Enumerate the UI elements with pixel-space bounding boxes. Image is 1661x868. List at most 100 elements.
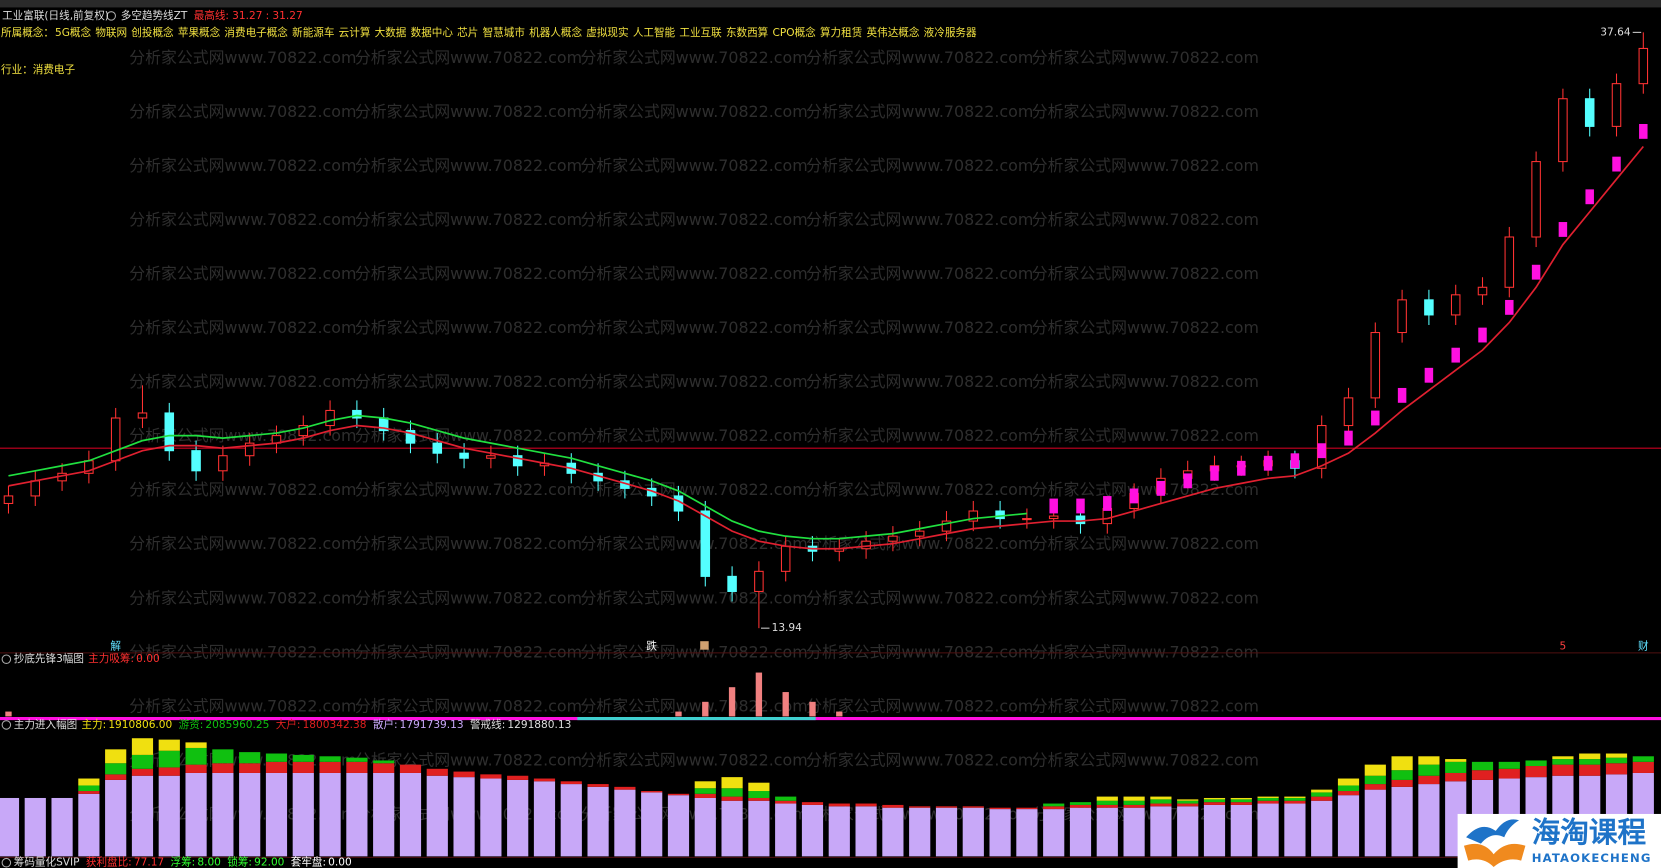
- stacked-bar: [694, 788, 716, 794]
- stacked-bar: [292, 754, 314, 762]
- overlay-block: [1076, 498, 1085, 514]
- stacked-bar: [909, 807, 931, 857]
- stacked-bar: [292, 761, 314, 773]
- chip-name: 浮筹:: [171, 856, 196, 868]
- watermark: 分析家公式网www.70822.com: [806, 48, 1033, 67]
- panel-icon[interactable]: [1, 720, 12, 730]
- stacked-bar: [1364, 789, 1386, 857]
- candle-body: [1022, 518, 1032, 521]
- concept: 大数据: [375, 26, 407, 39]
- overlay-block: [1505, 299, 1514, 315]
- watermark: 分析家公式网www.70822.com: [1032, 48, 1259, 67]
- bar: [728, 687, 736, 717]
- signal: 解: [110, 639, 121, 652]
- watermark: 分析家公式网www.70822.com: [581, 696, 808, 715]
- indicator-icon[interactable]: [106, 11, 116, 21]
- stacked-bar: [882, 807, 904, 857]
- stacked-bar: [1203, 804, 1226, 857]
- concept: 机器人概念: [529, 26, 582, 39]
- candle-body: [1370, 331, 1381, 399]
- watermark: 分析家公式网www.70822.com: [129, 48, 356, 67]
- concept: 芯片: [457, 26, 478, 39]
- panel-icon[interactable]: [1, 857, 12, 868]
- concept: 东数西算: [726, 26, 769, 39]
- stacked-bar: [1203, 799, 1226, 803]
- stacked-bar: [1284, 800, 1306, 804]
- stacked-bar: [560, 781, 582, 785]
- stacked-bar: [78, 778, 100, 786]
- stacked-bar: [989, 809, 1011, 857]
- logo-title: 海淘课程: [1532, 815, 1647, 849]
- stacked-bar: [1471, 770, 1494, 780]
- stacked-bar: [1391, 786, 1413, 857]
- stacked-bar: [560, 784, 582, 857]
- stacked-bar: [212, 763, 234, 773]
- watermark: 分析家公式网www.70822.com: [806, 642, 1033, 661]
- candle-body: [754, 570, 764, 592]
- stacked-bar: [1311, 789, 1333, 793]
- candle-body: [244, 442, 255, 457]
- stacked-bar: [1257, 796, 1279, 798]
- stacked-bar: [935, 807, 958, 857]
- stacked-bar: [1257, 803, 1279, 857]
- stacked-bar: [346, 761, 368, 773]
- stacked-bar: [721, 788, 743, 797]
- stacked-bar: [962, 806, 984, 808]
- candle-body: [941, 520, 952, 532]
- candle-body: [191, 450, 201, 472]
- warning-value: 1291880.13: [507, 719, 571, 731]
- stacked-bar: [1605, 763, 1628, 775]
- overlay-block: [1237, 460, 1246, 476]
- stacked-bar: [1418, 764, 1440, 776]
- watermark: 分析家公式网www.70822.com: [129, 588, 356, 607]
- stacked-bar: [265, 772, 288, 857]
- watermark: 分析家公式网www.70822.com: [1032, 102, 1259, 121]
- watermark: 分析家公式网www.70822.com: [355, 156, 582, 175]
- panel-icon[interactable]: [1, 654, 12, 664]
- stacked-bar: [694, 797, 716, 857]
- stacked-bar: [748, 782, 770, 792]
- legend-value: 1910806.00: [108, 719, 172, 731]
- watermark: 分析家公式网www.70822.com: [355, 480, 582, 499]
- stacked-bar: [1605, 757, 1628, 764]
- watermark: 分析家公式网www.70822.com: [129, 696, 356, 715]
- candle-body: [1531, 161, 1541, 238]
- stacked-bar: [399, 772, 422, 857]
- candle-body: [164, 412, 175, 452]
- logo-subtitle: HATAOKECHENG: [1532, 851, 1651, 865]
- stacked-bar: [775, 803, 797, 857]
- concept: 液冷服务器: [924, 26, 977, 39]
- stacked-bar: [614, 786, 636, 790]
- toolbar[interactable]: [0, 0, 1661, 8]
- stacked-bar: [1471, 761, 1494, 771]
- watermark: 分析家公式网www.70822.com: [581, 102, 808, 121]
- stacked-bar: [721, 796, 743, 801]
- candle-body: [1638, 47, 1649, 85]
- watermark: 分析家公式网www.70822.com: [806, 264, 1033, 283]
- overlay-block: [1156, 480, 1166, 496]
- stacked-bar: [131, 738, 154, 755]
- stacked-bar: [239, 763, 261, 773]
- candle-body: [1558, 98, 1568, 163]
- stacked-bar: [319, 761, 341, 773]
- concept: 虚拟现实: [586, 26, 628, 39]
- stacked-bar: [1150, 796, 1172, 800]
- watermark: 分析家公式网www.70822.com: [355, 318, 582, 337]
- candle-body: [1584, 98, 1595, 127]
- stacked-bar: [0, 797, 20, 857]
- stacked-bar: [989, 807, 1011, 810]
- watermark: 分析家公式网www.70822.com: [1032, 588, 1259, 607]
- bar: [675, 711, 682, 717]
- panel-title: 主力进入幅图: [14, 718, 77, 731]
- stacked-bar: [319, 756, 341, 762]
- chip-name: 获利盘比:: [86, 856, 132, 868]
- stacked-bar: [855, 803, 877, 807]
- stacked-bar: [1579, 764, 1601, 776]
- watermark: 分析家公式网www.70822.com: [1032, 210, 1259, 229]
- panel-title: 抄底先锋3幅图: [14, 652, 84, 665]
- logo: 海淘课程 HATAOKECHENG: [1457, 813, 1661, 868]
- stacked-bar: [748, 791, 770, 798]
- signal: 5: [1560, 640, 1567, 652]
- indicator-name: 多空趋势线ZT: [121, 9, 188, 22]
- bar: [836, 711, 843, 717]
